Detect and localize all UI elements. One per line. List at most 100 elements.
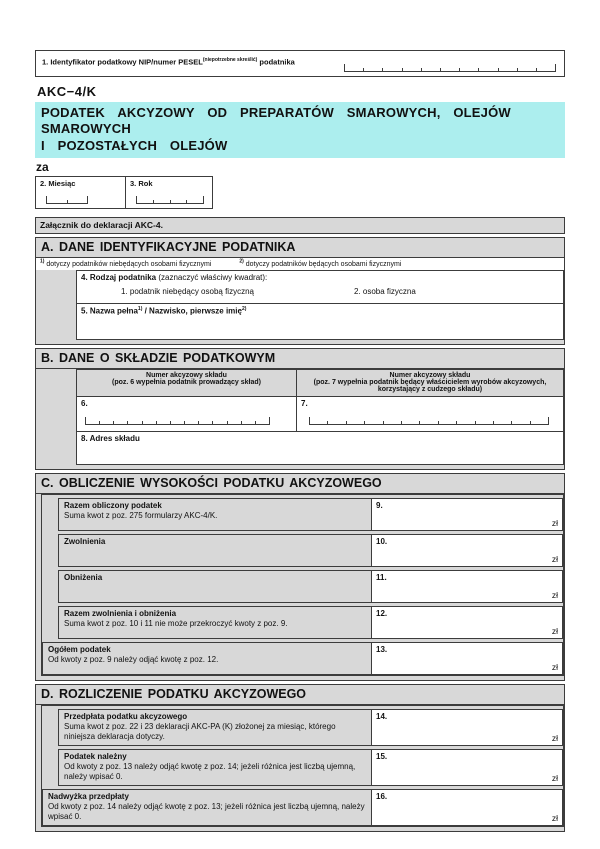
full-name-sup2: 2) bbox=[241, 306, 247, 313]
period-box: 2. Miesiąc 3. Rok bbox=[35, 176, 213, 210]
field-10-input[interactable]: 10. zł bbox=[372, 535, 562, 567]
field1-label-suffix: podatnika bbox=[257, 57, 295, 67]
option-non-individual[interactable]: 1. podatnik niebędący osobą fizyczną bbox=[121, 287, 254, 297]
row-desc: Od kwoty z poz. 13 należy odjąć kwotę z … bbox=[64, 762, 356, 782]
field7-number: 7. bbox=[301, 399, 308, 409]
section-a-footnotes: 1) dotyczy podatników niebędących osobam… bbox=[36, 258, 564, 271]
row-title: Razem obliczony podatek bbox=[64, 501, 162, 511]
warehouse-number-row: 6. 7. bbox=[77, 397, 563, 432]
row-title: Zwolnienia bbox=[64, 537, 106, 547]
row-label: Razem zwolnienia i obniżenia Suma kwot z… bbox=[59, 607, 372, 639]
field1-superscript: (niepotrzebne skreślić) bbox=[202, 57, 258, 63]
warehouse-number-6-input[interactable] bbox=[85, 417, 270, 426]
section-a-title: A. DANE IDENTYFIKACYJNE PODATNIKA bbox=[36, 238, 564, 259]
row-label: Podatek należny Od kwoty z poz. 13 należ… bbox=[59, 750, 372, 786]
option-individual[interactable]: 2. osoba fizyczna bbox=[353, 287, 416, 297]
field-16-input[interactable]: 16. zł bbox=[372, 790, 562, 826]
field-9-input[interactable]: 9. zł bbox=[372, 499, 562, 531]
col1-header-line1: Numer akcyzowy składu bbox=[146, 372, 227, 380]
row-label: Przedpłata podatku akcyzowego Suma kwot … bbox=[59, 710, 372, 746]
row-desc: Suma kwot z poz. 10 i 11 nie może przekr… bbox=[64, 619, 288, 629]
row-title: Razem zwolnienia i obniżenia bbox=[64, 609, 177, 619]
field-number: 16. bbox=[376, 792, 388, 802]
field-number: 14. bbox=[376, 712, 388, 722]
attachment-note: Załącznik do deklaracji AKC-4. bbox=[35, 217, 565, 235]
currency-unit: zł bbox=[551, 554, 558, 565]
full-name-label2: / Nazwisko, pierwsze imię bbox=[142, 307, 242, 317]
warehouse-address-label: 8. Adres składu bbox=[81, 434, 140, 444]
form-code: AKC−4/K bbox=[37, 84, 97, 99]
field-full-name-input[interactable]: 5. Nazwa pełna1) / Nazwisko, pierwsze im… bbox=[76, 303, 564, 341]
field-tax-identifier-label: 1. Identyfikator podatkowy NIP/numer PES… bbox=[42, 55, 295, 74]
field-year: 3. Rok bbox=[126, 177, 212, 208]
warehouse-number-7-input[interactable] bbox=[309, 417, 549, 426]
warehouse-grid: Numer akcyzowy składu (poz. 6 wypełnia p… bbox=[76, 369, 564, 466]
row-label: Razem obliczony podatek Suma kwot z poz.… bbox=[59, 499, 372, 531]
currency-unit: zł bbox=[551, 662, 558, 673]
row-title: Podatek należny bbox=[64, 752, 127, 762]
field1-label-text: 1. Identyfikator podatkowy NIP/numer PES… bbox=[42, 57, 203, 67]
row-total-calculated-tax: Razem obliczony podatek Suma kwot z poz.… bbox=[58, 498, 563, 532]
field-number: 11. bbox=[376, 573, 387, 583]
form-title-line1: PODATEK AKCYZOWY OD PREPARATÓW SMAROWYCH… bbox=[41, 105, 511, 137]
warehouse-header-row: Numer akcyzowy składu (poz. 6 wypełnia p… bbox=[77, 370, 563, 398]
footnote-2: 2) dotyczy podatników będących osobami f… bbox=[239, 259, 402, 269]
field-taxpayer-type: 4. Rodzaj podatnika (zaznaczyć właściwy … bbox=[76, 270, 564, 304]
row-label: Ogółem podatek Od kwoty z poz. 9 należy … bbox=[43, 643, 372, 675]
section-d-rows-box: Przedpłata podatku akcyzowego Suma kwot … bbox=[41, 705, 564, 828]
field-number: 12. bbox=[376, 609, 388, 619]
row-label: Zwolnienia bbox=[59, 535, 372, 567]
row-desc: Suma kwot z poz. 22 i 23 deklaracji AKC-… bbox=[64, 722, 336, 742]
footnote-1-text: dotyczy podatników niebędących osobami f… bbox=[44, 261, 212, 269]
section-a: A. DANE IDENTYFIKACYJNE PODATNIKA 1) dot… bbox=[35, 237, 565, 346]
field-tax-identifier: 1. Identyfikator podatkowy NIP/numer PES… bbox=[35, 50, 565, 77]
col2-header-line1: Numer akcyzowy składu bbox=[389, 372, 471, 380]
field-12-input[interactable]: 12. zł bbox=[372, 607, 562, 639]
row-title: Ogółem podatek bbox=[48, 645, 111, 655]
field-15-input[interactable]: 15. zł bbox=[372, 750, 562, 786]
row-reductions: Obniżenia 11. zł bbox=[58, 570, 563, 604]
taxpayer-type-options: 1. podatnik niebędący osobą fizyczną 2. … bbox=[77, 282, 563, 303]
field-month: 2. Miesiąc bbox=[36, 177, 126, 209]
col1-header-line2: (poz. 6 wypełnia podatnik prowadzący skł… bbox=[112, 379, 261, 387]
field-warehouse-number-6[interactable]: 6. bbox=[77, 397, 297, 432]
field-warehouse-number-7[interactable]: 7. bbox=[297, 397, 563, 431]
currency-unit: zł bbox=[551, 518, 558, 529]
row-title: Przedpłata podatku akcyzowego bbox=[64, 712, 188, 722]
row-excise-prepayment: Przedpłata podatku akcyzowego Suma kwot … bbox=[58, 709, 563, 747]
footnote-2-text: dotyczy podatników będących osobami fizy… bbox=[243, 261, 402, 269]
row-label: Nadwyżka przedpłaty Od kwoty z poz. 14 n… bbox=[43, 790, 372, 826]
form-title: PODATEK AKCYZOWY OD PREPARATÓW SMAROWYCH… bbox=[35, 102, 565, 159]
row-prepayment-surplus: Nadwyżka przedpłaty Od kwoty z poz. 14 n… bbox=[42, 789, 563, 827]
field-warehouse-address-input[interactable]: 8. Adres składu bbox=[77, 431, 563, 464]
row-overall-tax: Ogółem podatek Od kwoty z poz. 9 należy … bbox=[42, 642, 563, 676]
form-title-line2: I POZOSTAŁYCH OLEJÓW bbox=[41, 137, 228, 153]
year-input[interactable] bbox=[136, 196, 204, 205]
row-desc: Suma kwot z poz. 275 formularzy AKC-4/K. bbox=[64, 511, 218, 521]
section-b-body: Numer akcyzowy składu (poz. 6 wypełnia p… bbox=[36, 369, 564, 470]
section-d-title: D. ROZLICZENIE PODATKU AKCYZOWEGO bbox=[36, 685, 564, 706]
full-name-sup1: 1) bbox=[137, 306, 143, 313]
period-for-label: za bbox=[36, 160, 49, 175]
section-c-title: C. OBLICZENIE WYSOKOŚCI PODATKU AKCYZOWE… bbox=[36, 474, 564, 495]
warehouse-col1-header: Numer akcyzowy składu (poz. 6 wypełnia p… bbox=[77, 370, 297, 398]
section-b: B. DANE O SKŁADZIE PODATKOWYM Numer akcy… bbox=[35, 348, 565, 471]
field-number: 10. bbox=[376, 537, 388, 547]
field-number: 9. bbox=[376, 501, 383, 511]
section-c-rows-box: Razem obliczony podatek Suma kwot z poz.… bbox=[41, 494, 564, 677]
currency-unit: zł bbox=[551, 813, 558, 824]
field-14-input[interactable]: 14. zł bbox=[372, 710, 562, 746]
currency-unit: zł bbox=[551, 590, 558, 601]
field-13-input[interactable]: 13. zł bbox=[372, 643, 562, 675]
taxpayer-type-label-bold: 4. Rodzaj podatnika bbox=[81, 273, 157, 283]
month-input[interactable] bbox=[46, 196, 88, 205]
taxpayer-type-hint: (zaznaczyć właściwy kwadrat): bbox=[156, 273, 268, 283]
nip-pesel-input[interactable] bbox=[344, 64, 556, 72]
row-title: Nadwyżka przedpłaty bbox=[48, 792, 129, 802]
section-c: C. OBLICZENIE WYSOKOŚCI PODATKU AKCYZOWE… bbox=[35, 473, 565, 682]
currency-unit: zł bbox=[551, 733, 558, 744]
field-11-input[interactable]: 11. zł bbox=[372, 571, 562, 603]
row-label: Obniżenia bbox=[59, 571, 372, 603]
row-desc: Od kwoty z poz. 14 należy odjąć kwotę z … bbox=[48, 802, 365, 822]
